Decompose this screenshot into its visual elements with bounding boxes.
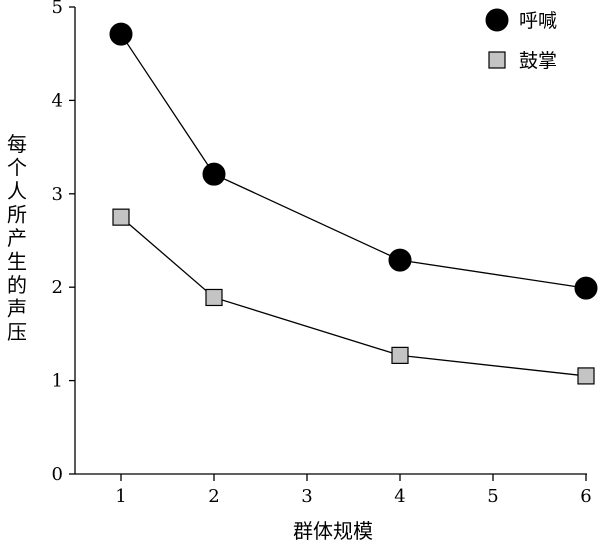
x-tick-label: 2 — [208, 486, 219, 507]
y-tick-label: 1 — [52, 371, 63, 392]
axes: 0 1 2 3 4 5 1 2 3 4 5 6 — [52, 0, 592, 507]
data-point-square — [577, 367, 595, 385]
data-point-circle — [202, 162, 226, 186]
data-point-square — [391, 346, 409, 364]
series-line-呼喊 — [120, 33, 587, 289]
series-layer — [109, 22, 598, 385]
x-tick-label: 4 — [394, 486, 405, 507]
y-axis-title-char: 生 — [7, 250, 27, 274]
y-axis-title-char: 每 — [7, 132, 27, 156]
y-axis-title: 每个人所产生的声压 — [7, 132, 27, 344]
y-axis-title-char: 压 — [7, 320, 27, 344]
y-tick-label: 2 — [52, 277, 63, 298]
y-tick-label: 4 — [52, 90, 63, 111]
legend-label: 呼喊 — [519, 10, 557, 32]
x-tick-label: 3 — [301, 486, 312, 507]
data-point-circle — [388, 248, 412, 272]
y-axis-title-char: 所 — [7, 203, 27, 227]
y-tick-label: 3 — [52, 184, 63, 205]
legend-label: 鼓掌 — [519, 50, 557, 72]
x-tick-label: 1 — [115, 486, 126, 507]
legend-marker-square — [488, 51, 506, 69]
data-point-circle — [109, 22, 133, 46]
y-axis-title-char: 的 — [7, 273, 27, 297]
y-axis-title-char: 产 — [7, 226, 27, 250]
legend-marker-circle — [485, 8, 509, 32]
data-point-square — [205, 288, 223, 307]
y-axis-title-char: 人 — [7, 179, 27, 203]
y-tick-label: 5 — [52, 0, 63, 18]
x-axis-title: 群体规模 — [293, 519, 373, 543]
x-tick-label: 6 — [580, 486, 591, 507]
data-point-square — [112, 208, 130, 226]
y-tick-label: 0 — [52, 464, 63, 485]
y-axis-title-char: 声 — [7, 297, 27, 321]
y-axis-title-char: 个 — [7, 156, 27, 180]
x-tick-label: 5 — [487, 486, 498, 507]
data-point-circle — [574, 276, 598, 300]
series-line-鼓掌 — [120, 216, 587, 377]
